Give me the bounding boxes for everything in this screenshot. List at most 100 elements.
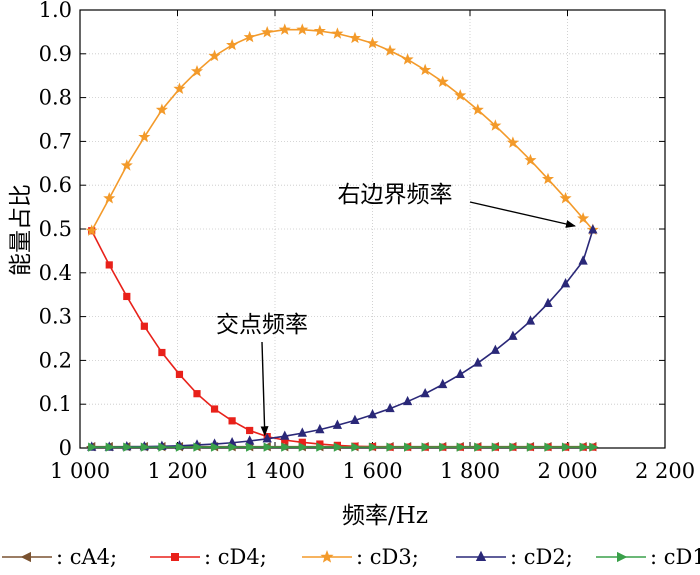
data-point: [138, 130, 151, 143]
legend-label: : cD4;: [204, 545, 267, 569]
data-point: [578, 255, 588, 265]
x-tick-label: 2 000: [537, 459, 597, 483]
data-point: [543, 297, 553, 308]
data-point: [508, 330, 518, 340]
y-tick-label: 0.8: [39, 86, 72, 110]
data-point: [193, 390, 201, 398]
data-point: [559, 192, 572, 204]
data-point: [140, 322, 148, 330]
data-point: [280, 430, 290, 440]
legend-item-cA4: : cA4;: [2, 545, 117, 569]
data-point: [158, 348, 166, 357]
data-point: [348, 31, 361, 44]
data-point: [455, 368, 465, 379]
data-point: [489, 119, 502, 131]
data-point: [524, 153, 537, 166]
data-point: [386, 442, 396, 452]
data-point: [105, 261, 113, 269]
y-tick-label: 0.4: [39, 261, 72, 285]
annotation-arrow: [469, 201, 576, 228]
grid: [79, 9, 666, 449]
legend-item-cD3: : cD3;: [302, 545, 419, 569]
data-point: [541, 172, 555, 185]
y-axis-label: 能量占比: [8, 184, 34, 276]
legend-item-cD1: : cD1。: [596, 545, 700, 569]
data-point: [333, 442, 344, 452]
data-point: [332, 419, 343, 429]
x-tick-label: 2 200: [635, 459, 695, 483]
data-point: [436, 75, 449, 87]
annotation-intersection: 交点频率: [216, 312, 308, 338]
data-point: [401, 53, 414, 65]
data-point: [367, 409, 378, 419]
data-point: [456, 442, 466, 452]
y-tick-label: 0.1: [39, 392, 72, 416]
series-cD4: [88, 227, 597, 451]
data-point: [173, 82, 186, 94]
data-point: [351, 442, 361, 452]
legend-item-cD2: : cD2;: [456, 545, 573, 569]
series-cD3: [85, 23, 599, 236]
data-point: [226, 38, 239, 51]
series-group: [85, 23, 599, 452]
x-tick-label: 1 200: [147, 459, 207, 483]
data-point: [105, 442, 115, 452]
data-point: [419, 63, 432, 76]
x-tick-label: 1 800: [440, 459, 500, 483]
data-point: [588, 224, 598, 234]
data-point: [193, 442, 203, 452]
y-tick-label: 0.6: [39, 173, 72, 197]
series-line: [90, 230, 593, 448]
annotation-arrow: [260, 341, 269, 437]
data-point: [509, 442, 519, 452]
data-point: [577, 212, 590, 224]
data-point: [315, 423, 325, 434]
data-point: [475, 550, 487, 561]
legend-label: : cD2;: [510, 545, 573, 569]
data-point: [561, 442, 572, 452]
data-point: [120, 159, 133, 171]
x-tick-label: 1 400: [245, 459, 305, 483]
y-tick-label: 0.7: [39, 129, 72, 153]
data-point: [350, 414, 360, 425]
data-point: [155, 103, 168, 115]
legend-label: : cD1。: [650, 545, 700, 569]
data-point: [384, 44, 397, 56]
data-point: [123, 292, 131, 301]
data-point: [228, 442, 238, 452]
data-point: [471, 103, 484, 115]
x-tick-label: 1 600: [342, 459, 402, 483]
series-cD2: [87, 224, 598, 451]
data-point: [491, 442, 502, 452]
data-point: [579, 442, 589, 452]
data-point: [403, 442, 414, 452]
data-point: [158, 442, 168, 452]
data-point: [208, 49, 221, 62]
data-point: [246, 442, 256, 452]
data-point: [402, 395, 413, 406]
data-point: [438, 378, 448, 389]
data-point: [526, 442, 537, 452]
x-axis: 1 000 1 200 1 400 1 600 1 800 2 000 2 200: [50, 10, 695, 483]
data-point: [385, 402, 395, 413]
data-point: [175, 370, 184, 379]
data-point: [474, 442, 484, 452]
y-tick-label: 0.3: [39, 305, 72, 329]
y-tick-label: 0.2: [39, 348, 72, 372]
data-point: [617, 551, 628, 563]
data-point: [560, 278, 571, 288]
data-point: [490, 344, 500, 354]
data-point: [454, 89, 467, 101]
data-point: [85, 224, 98, 236]
series-cD1: [88, 442, 599, 452]
data-point: [589, 442, 599, 452]
data-point: [228, 417, 236, 425]
data-point: [170, 553, 179, 562]
x-tick-label: 1 000: [50, 459, 110, 483]
annotation-right-boundary: 右边界频率: [338, 182, 453, 208]
legend-label: : cD3;: [356, 545, 419, 569]
data-point: [140, 442, 151, 452]
x-axis-label: 频率/Hz: [342, 503, 428, 529]
